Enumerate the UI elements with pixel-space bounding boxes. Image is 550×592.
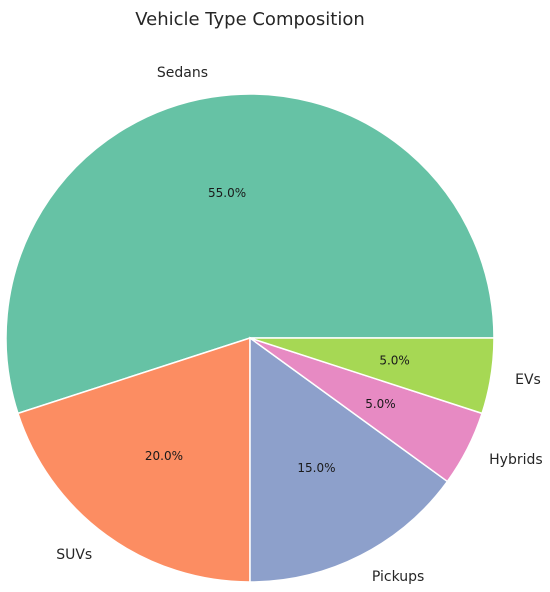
pie-slice (249, 336, 449, 583)
slice-label: Pickups (372, 569, 424, 585)
slice-label: Sedans (157, 65, 208, 81)
pie-slice (5, 93, 495, 415)
slice-value-label: 20.0% (145, 449, 183, 463)
pie-slice (16, 336, 251, 583)
slice-label: SUVs (56, 547, 92, 563)
pie-slice (249, 337, 495, 415)
slice-value-label: 15.0% (297, 461, 335, 475)
chart-title: Vehicle Type Composition (135, 9, 365, 30)
slice-value-label: 55.0% (208, 186, 246, 200)
slice-label: Hybrids (489, 452, 543, 468)
slice-value-label: 5.0% (365, 397, 396, 411)
slice-label: EVs (515, 372, 541, 388)
slice-value-label: 5.0% (379, 353, 410, 367)
